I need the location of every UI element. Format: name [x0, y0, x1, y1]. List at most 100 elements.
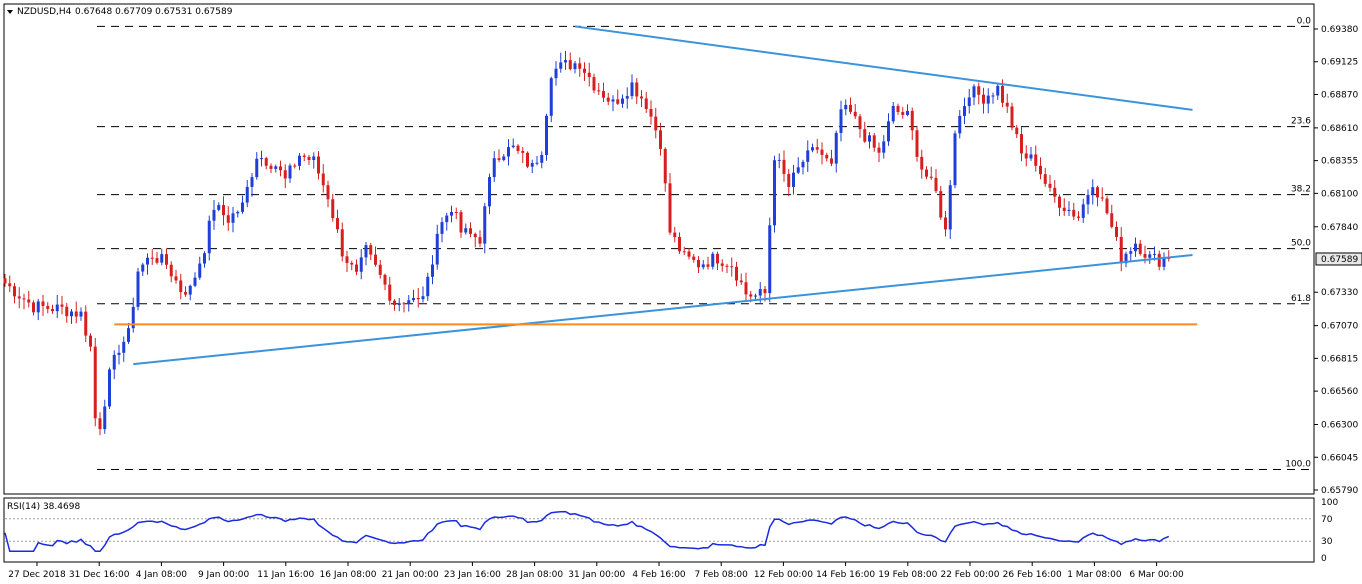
candle-body [1162, 257, 1166, 267]
candle-body [198, 263, 202, 278]
candle-body [288, 165, 292, 179]
candle-body [530, 163, 534, 167]
candle-body [958, 115, 962, 134]
price-tick-label: 0.68355 [1321, 157, 1358, 167]
candle-body [673, 232, 677, 238]
candle-body [340, 229, 344, 257]
candle-body [65, 306, 69, 317]
rsi-header-label: RSI(14) 38.4698 [7, 502, 80, 512]
fib-level-label: 23.6 [1291, 117, 1311, 127]
time-axis: 27 Dec 2018 31 Dec 16:00 4 Jan 08:00 9 Jan … [8, 562, 1184, 580]
candle-body [497, 158, 501, 160]
candle-body [46, 305, 50, 309]
candle-body [279, 166, 282, 171]
candle-body [763, 289, 767, 294]
candle-body [1110, 213, 1114, 227]
candle-body [1143, 253, 1147, 258]
candle-body [853, 111, 857, 117]
trendlines [114, 25, 1198, 366]
time-tick-label: 14 Feb 16:00 [816, 570, 875, 580]
candle-body [1100, 197, 1104, 199]
candle-body [84, 311, 88, 336]
candle-body [559, 62, 563, 69]
time-tick-label: 19 Feb 08:00 [878, 570, 937, 580]
candle-body [13, 286, 16, 297]
price-axis: 0.69380 0.69125 0.68870 0.68610 0.68355 0.681… [1314, 25, 1362, 496]
rsi-indicator: 100 70 30 0 [4, 498, 1338, 564]
candle-body [355, 264, 358, 272]
candle-body [858, 116, 862, 130]
candle-body [459, 212, 463, 233]
candle-body [122, 341, 126, 353]
candle-body [549, 78, 553, 116]
candle-body [1096, 187, 1099, 198]
candle-body [982, 94, 985, 104]
candle-body [55, 304, 59, 312]
candle-body [583, 68, 586, 73]
candle-body [473, 233, 477, 238]
candle-body [891, 105, 895, 122]
candle-body [839, 109, 843, 133]
candle-body [89, 335, 92, 347]
candle-body [1043, 174, 1047, 184]
time-tick-label: 4 Feb 16:00 [632, 570, 686, 580]
time-tick-label: 12 Feb 00:00 [754, 570, 813, 580]
candle-body [3, 278, 7, 284]
price-tick-label: 0.67070 [1321, 322, 1358, 332]
candle-body [492, 158, 496, 178]
candle-body [687, 251, 691, 257]
candle-body [692, 256, 696, 260]
candle-body [412, 297, 415, 301]
candle-body [350, 262, 354, 265]
rsi-line [4, 510, 1170, 553]
candle-body [768, 225, 772, 294]
candle-body [174, 276, 178, 281]
time-tick-label: 16 Jan 08:00 [320, 570, 377, 580]
candle-body [359, 257, 363, 272]
candle-body [117, 352, 121, 355]
candle-body [744, 282, 748, 295]
candle-body [41, 301, 45, 306]
price-tick-label: 0.65790 [1321, 486, 1358, 496]
candle-body [910, 110, 914, 131]
candle-body [915, 130, 919, 157]
candle-body [587, 72, 591, 78]
candle-body [131, 306, 135, 329]
candle-body [811, 147, 814, 151]
time-tick-label: 22 Feb 00:00 [940, 570, 999, 580]
price-tick-label: 0.66560 [1321, 387, 1358, 397]
candle-body [830, 158, 833, 164]
candle-body [844, 104, 848, 110]
candle-body [245, 186, 249, 203]
candle-body [454, 212, 458, 214]
candle-body [711, 253, 715, 267]
time-tick-label: 23 Jan 16:00 [444, 570, 501, 580]
current-price-label: 0.67589 [1321, 255, 1358, 265]
candle-body [70, 311, 73, 317]
current-price-box [1315, 252, 1362, 266]
candle-body [1034, 154, 1038, 166]
candle-body [478, 237, 482, 244]
time-tick-label: 26 Feb 16:00 [1003, 570, 1062, 580]
time-tick-label: 11 Jan 16:00 [257, 570, 314, 580]
price-tick-label: 0.66045 [1321, 453, 1358, 463]
candle-body [877, 147, 881, 153]
candle-body [274, 166, 278, 169]
time-tick-label: 7 Feb 08:00 [695, 570, 749, 580]
candle-body [231, 213, 235, 223]
candle-body [521, 150, 525, 153]
candle-body [977, 86, 981, 95]
main-panel-frame [3, 3, 1315, 495]
fib-level-label: 0.0 [1297, 16, 1312, 26]
price-tick-label: 0.69125 [1321, 58, 1358, 68]
candle-body [640, 96, 643, 99]
candle-body [378, 264, 382, 275]
candle-body [435, 233, 439, 265]
candle-body [872, 135, 876, 148]
dropdown-triangle-icon[interactable] [7, 10, 13, 14]
candle-body [849, 104, 852, 112]
candle-body [345, 256, 349, 263]
candle-body [264, 158, 268, 166]
candle-body [592, 77, 596, 91]
